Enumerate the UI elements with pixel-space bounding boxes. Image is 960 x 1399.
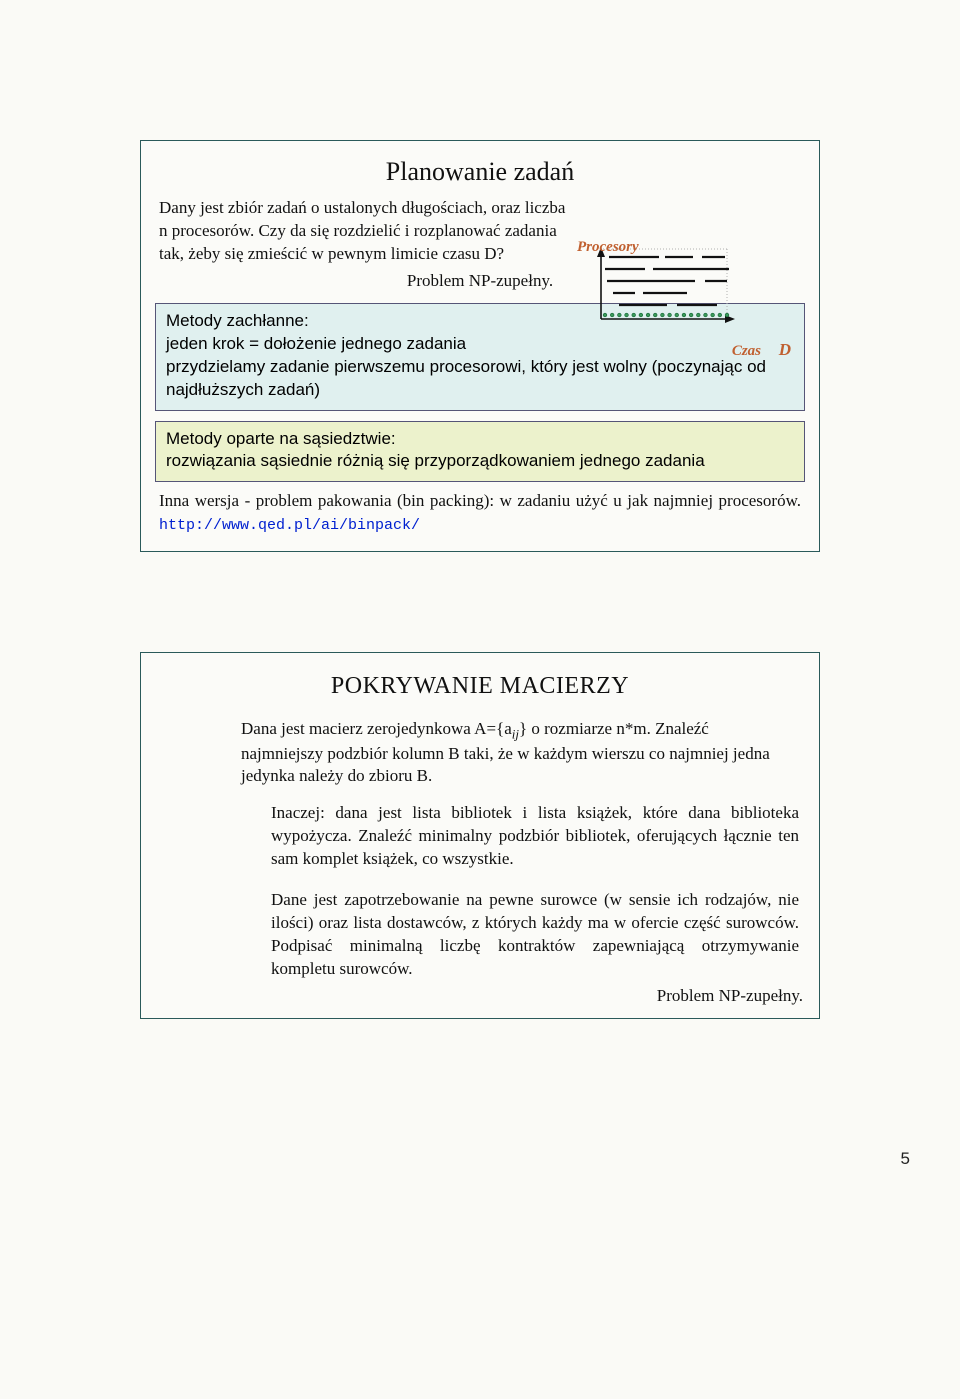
page-number: 5 <box>901 1149 910 1169</box>
scheduling-chart: Procesory Czas D <box>587 245 797 340</box>
slide1-footer: Inna wersja - problem pakowania (bin pac… <box>159 490 801 536</box>
slide1-para-text: Dany jest zbiór zadań o ustalonych długo… <box>159 198 565 263</box>
slide2-p1: Dana jest macierz zerojedynkowa A={a <box>241 719 512 738</box>
slide1-box-neighborhood: Metody oparte na sąsiedztwie: rozwiązani… <box>155 421 805 483</box>
slide1-paragraph: Dany jest zbiór zadań o ustalonych długo… <box>159 197 569 266</box>
slide2-np: Problem NP-zupełny. <box>151 985 803 1008</box>
slide2-sub: ij <box>512 726 519 741</box>
chart-label-D: D <box>779 340 791 360</box>
slide1-box2-text: Metody oparte na sąsiedztwie: rozwiązani… <box>166 429 705 471</box>
slide2-para-libraries: Inaczej: dana jest lista bibliotek i lis… <box>271 802 799 871</box>
chart-label-czas: Czas <box>732 343 761 360</box>
binpack-link[interactable]: http://www.qed.pl/ai/binpack/ <box>159 517 420 534</box>
slide1-title: Planowanie zadań <box>149 157 811 187</box>
chart-label-procesory: Procesory <box>577 239 639 256</box>
slide2-title: POKRYWANIE MACIERZY <box>151 673 809 700</box>
slide2-main-para: Dana jest macierz zerojedynkowa A={aij} … <box>241 718 785 789</box>
slide1-footer-text: Inna wersja - problem pakowania (bin pac… <box>159 491 801 510</box>
slide-planowanie: Planowanie zadań Dany jest zbiór zadań o… <box>140 140 820 552</box>
scheduling-chart-svg <box>587 245 737 335</box>
slide2-para-suppliers: Dane jest zapotrzebowanie na pewne surow… <box>271 889 799 981</box>
slide-pokrywanie: POKRYWANIE MACIERZY Dana jest macierz ze… <box>140 652 820 1019</box>
